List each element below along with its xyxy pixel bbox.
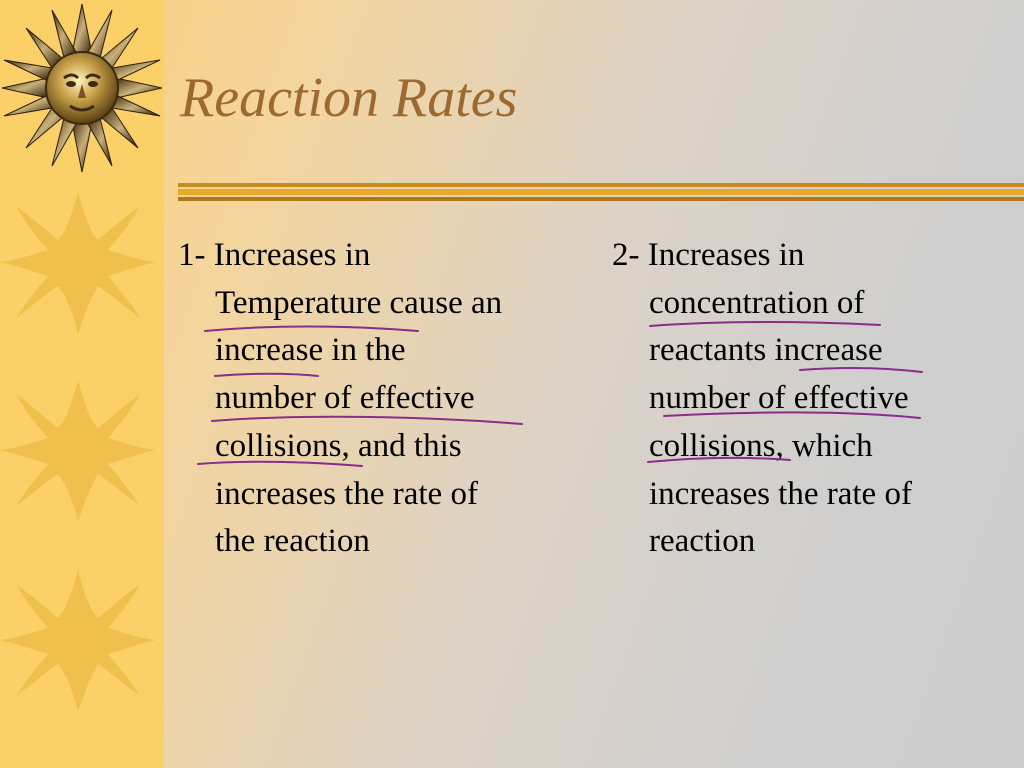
left-line-6: increases the rate of [215, 475, 478, 512]
sun-icon [0, 192, 156, 334]
left-line-4: number of effective [215, 380, 475, 417]
sun-decorations [0, 3, 163, 712]
left-line-2: Temperature cause an [215, 284, 503, 321]
right-line-2: concentration of [649, 284, 865, 321]
right-line-4: number of effective [649, 380, 909, 417]
left-line-1: 1- Increases in [178, 237, 371, 273]
right-line-6: increases the rate of [649, 475, 912, 512]
left-point: 1- Increases in Temperature cause an inc… [178, 232, 588, 566]
right-point: 2- Increases in concentration of reactan… [612, 232, 1022, 566]
decorative-sidebar [0, 0, 164, 768]
right-line-3: reactants increase [649, 332, 883, 369]
right-line-1: 2- Increases in [612, 237, 805, 273]
left-line-3: increase in the [215, 332, 406, 369]
title-divider [178, 183, 1024, 201]
right-line-7: reaction [649, 523, 756, 560]
left-line-7: the reaction [215, 523, 370, 560]
sun-face-icon [1, 3, 163, 173]
sun-icon [0, 570, 156, 712]
slide-title: Reaction Rates [180, 67, 518, 129]
sun-icon [0, 380, 156, 522]
right-line-5: collisions, which [649, 427, 873, 464]
left-line-5: collisions, and this [215, 427, 462, 464]
